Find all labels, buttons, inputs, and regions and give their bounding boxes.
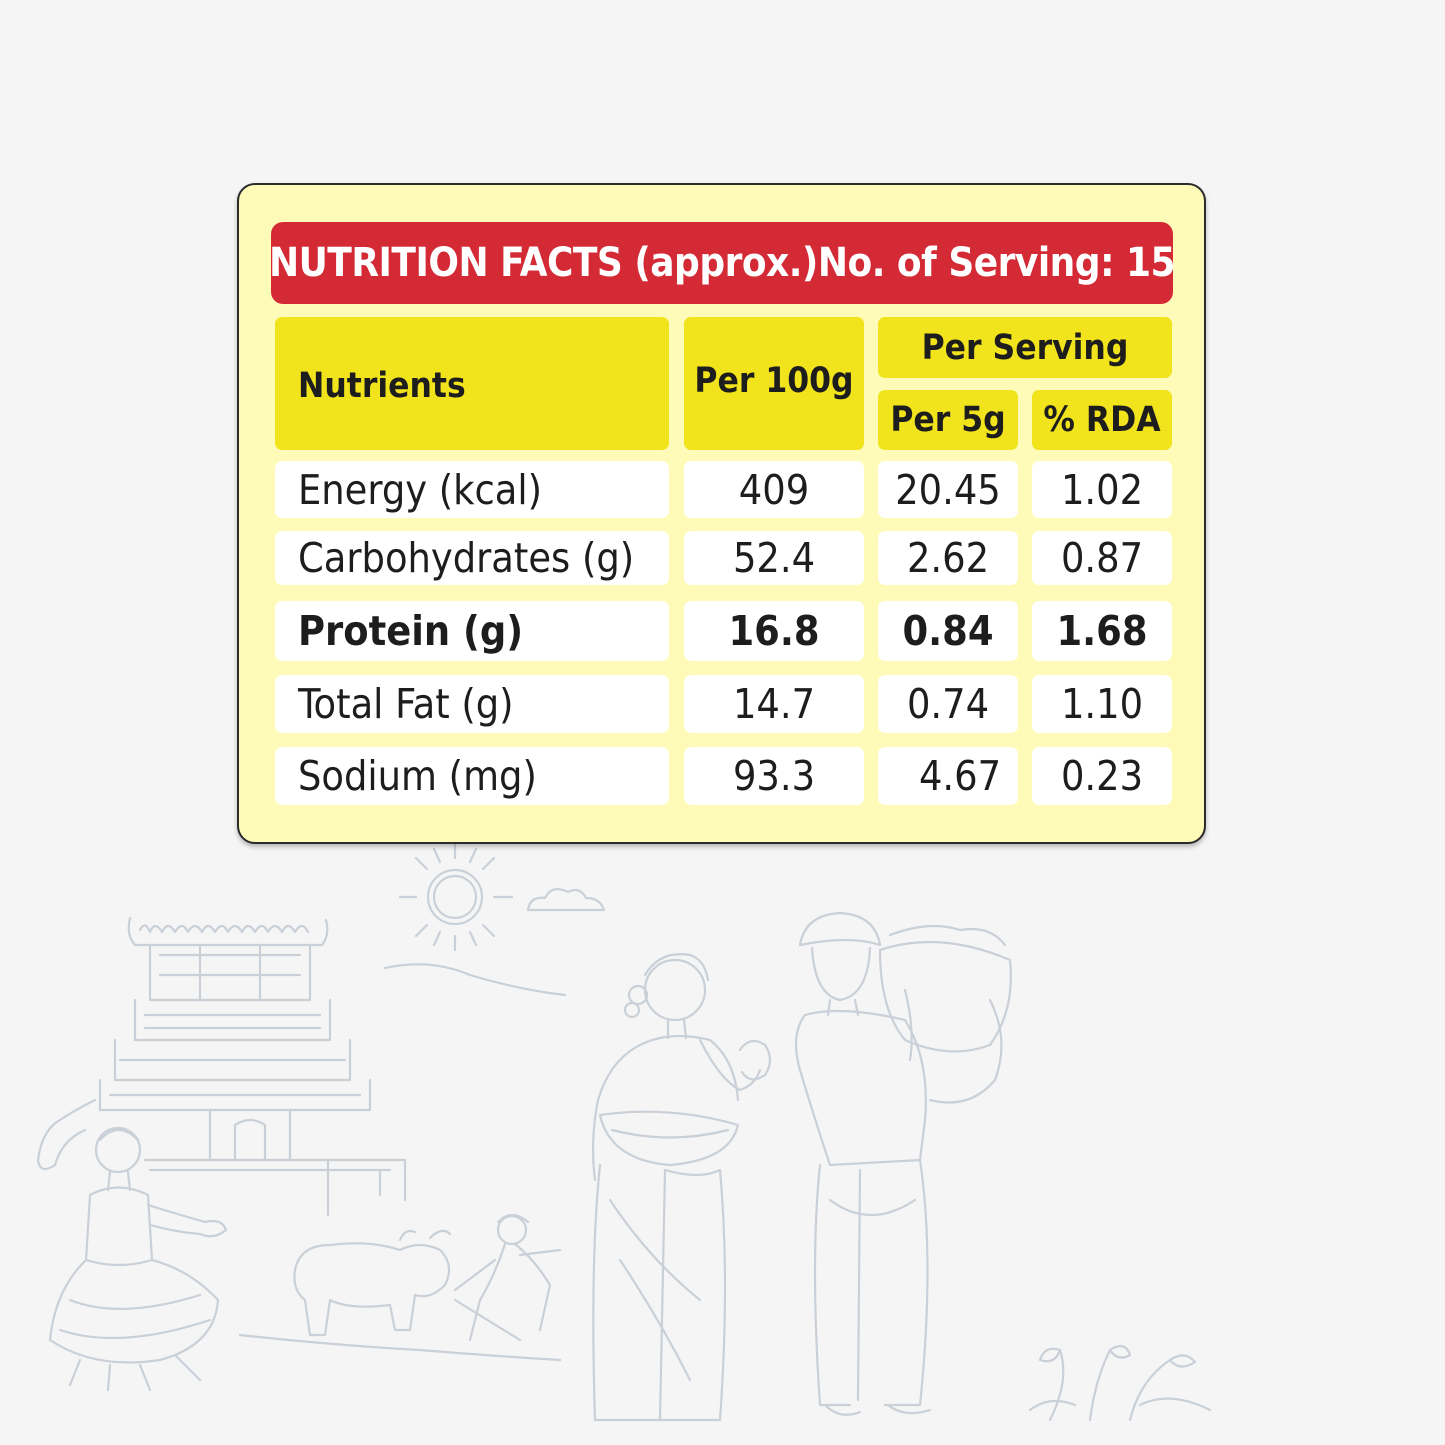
nutrition-facts-banner: NUTRITION FACTS (approx.) No. of Serving… (268, 222, 1176, 304)
value-rda: 0.87 (1032, 531, 1172, 585)
value-per-100g: 52.4 (684, 531, 864, 585)
dancer-icon (36, 1098, 228, 1392)
header-per-5g: Per 5g (878, 390, 1018, 450)
value-per-100g: 14.7 (684, 675, 864, 733)
servings-count: No. of Serving: 15 (817, 240, 1176, 286)
value-per-100g: 93.3 (684, 747, 864, 805)
header-rda: % RDA (1032, 390, 1172, 450)
nutrient-name: Protein (g) (275, 601, 669, 661)
cloud-icon (526, 887, 606, 912)
value-rda: 1.02 (1032, 461, 1172, 518)
nutrient-name: Energy (kcal) (275, 461, 669, 518)
banner-title: NUTRITION FACTS (approx.) (268, 240, 818, 286)
value-per-100g: 409 (684, 461, 864, 518)
value-per-5g: 0.84 (878, 601, 1018, 661)
nutrient-name: Sodium (mg) (275, 747, 669, 805)
value-per-5g: 4.67 (878, 747, 1018, 805)
woman-icon (592, 953, 772, 1422)
header-per-serving: Per Serving (878, 317, 1172, 378)
temple-icon (98, 916, 407, 1217)
value-per-5g: 2.62 (878, 531, 1018, 585)
header-nutrients: Nutrients (275, 317, 669, 450)
value-per-5g: 20.45 (878, 461, 1018, 518)
plant-icon (1028, 1344, 1212, 1422)
hills (383, 963, 567, 997)
header-per-100g: Per 100g (684, 317, 864, 450)
sun-icon (398, 843, 514, 952)
value-per-100g: 16.8 (684, 601, 864, 661)
bull-icon (293, 1229, 452, 1337)
value-per-5g: 0.74 (878, 675, 1018, 733)
farmer-icon (453, 1213, 562, 1342)
nutrient-name: Total Fat (g) (275, 675, 669, 733)
value-rda: 1.68 (1032, 601, 1172, 661)
value-rda: 1.10 (1032, 675, 1172, 733)
ground-line (238, 1333, 562, 1362)
value-rda: 0.23 (1032, 747, 1172, 805)
man-icon (794, 911, 1012, 1416)
nutrient-name: Carbohydrates (g) (275, 531, 669, 585)
